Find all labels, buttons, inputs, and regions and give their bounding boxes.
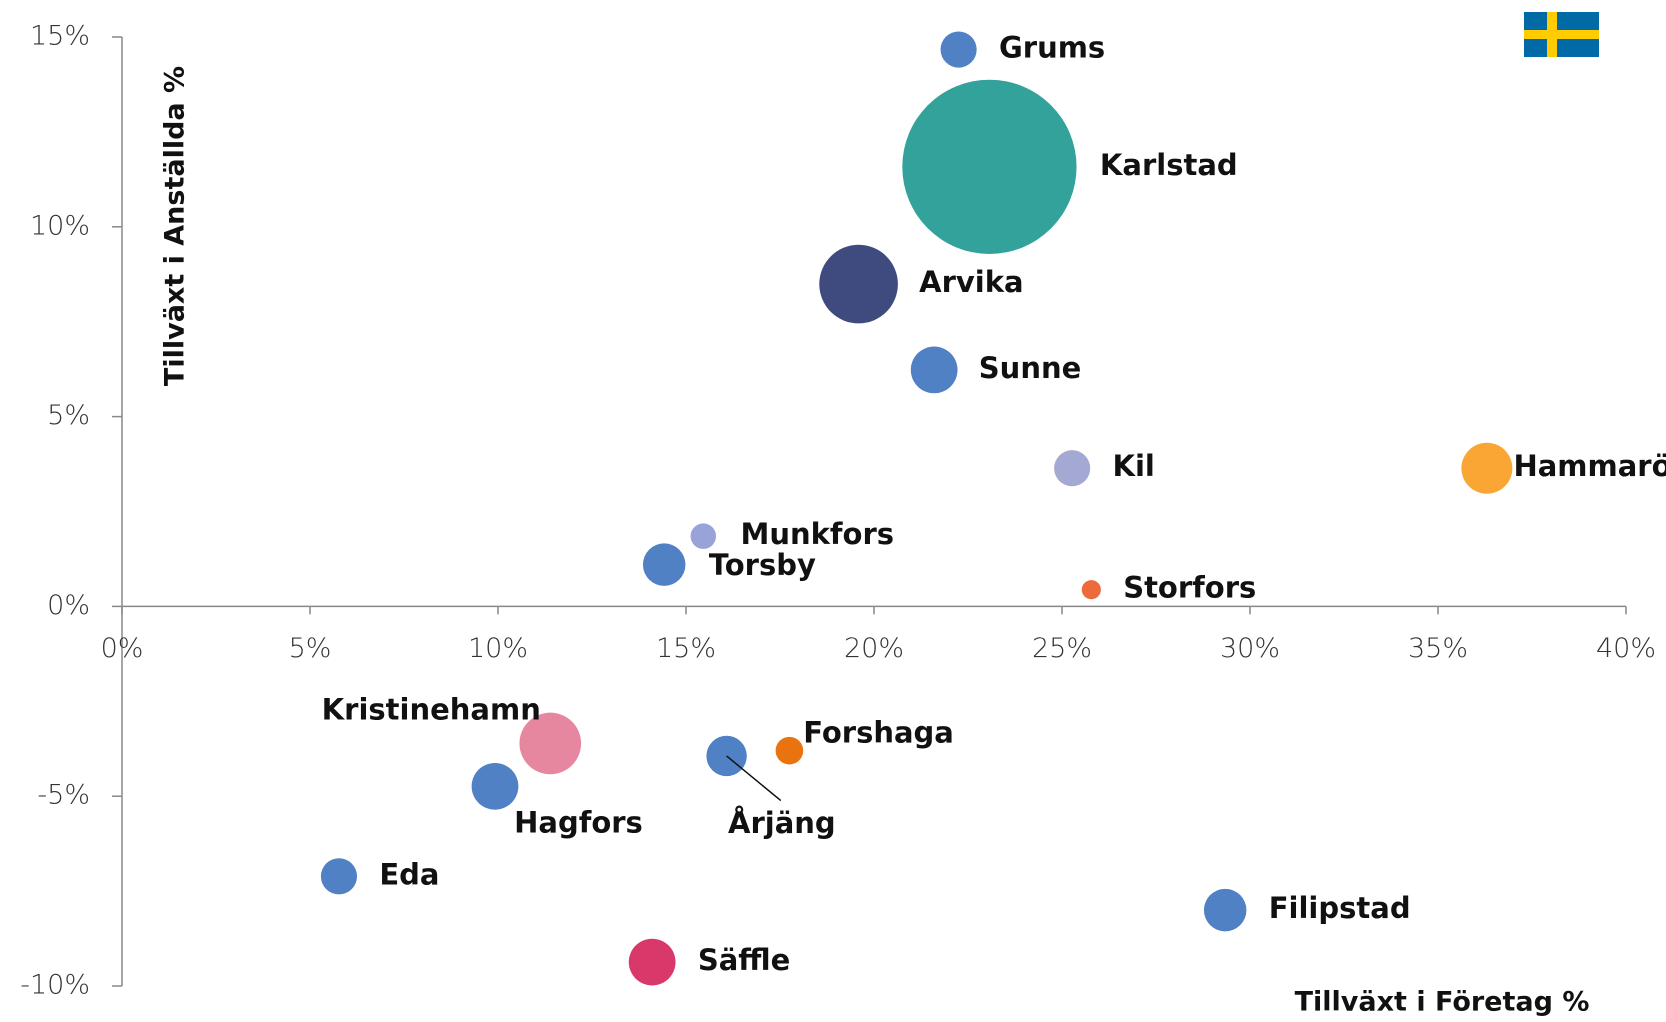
y-tick-label: 15%: [30, 21, 90, 52]
point-label: Hammarö: [1513, 449, 1666, 483]
bubble: [471, 762, 519, 810]
point-label: Kil: [1113, 449, 1155, 483]
point-label: Kristinehamn: [322, 693, 541, 727]
bubble: [1081, 580, 1101, 600]
point-label: Filipstad: [1269, 891, 1411, 925]
point-label: Forshaga: [803, 716, 954, 750]
y-tick-label: -5%: [37, 780, 90, 811]
bubble: [940, 31, 977, 68]
flag: [1524, 12, 1599, 57]
point-label: Torsby: [709, 548, 816, 582]
bubble: [690, 523, 717, 549]
point-label: Munkfors: [740, 517, 894, 551]
bubble: [320, 858, 358, 895]
bubble: [775, 736, 804, 765]
y-tick-label: 5%: [47, 400, 90, 431]
y-tick-label: -10%: [20, 970, 90, 1001]
x-tick-label: 0%: [101, 633, 144, 664]
x-tick-label: 5%: [289, 633, 332, 664]
point-label: Årjäng: [728, 806, 836, 840]
bubble: [642, 543, 686, 586]
point-label: Hagfors: [514, 806, 643, 840]
bubble: [1054, 450, 1091, 487]
point-label: Storfors: [1123, 571, 1256, 605]
x-axis-label: Tillväxt i Företag %: [1295, 987, 1590, 1018]
point-label: Säffle: [698, 943, 791, 977]
point-label: Eda: [379, 857, 439, 891]
point-label: Grums: [999, 31, 1105, 65]
x-tick-label: 35%: [1408, 633, 1468, 664]
bubble: [628, 938, 676, 986]
x-tick-label: 10%: [468, 633, 528, 664]
bubble: [902, 79, 1077, 254]
point-label: Karlstad: [1100, 148, 1238, 182]
bubble: [910, 346, 958, 394]
x-tick-label: 40%: [1596, 633, 1656, 664]
point-label: Sunne: [979, 351, 1081, 385]
leader-line: [726, 755, 782, 802]
x-tick-label: 15%: [656, 633, 716, 664]
x-tick-label: 25%: [1032, 633, 1092, 664]
point-label: Arvika: [919, 265, 1023, 299]
y-tick-label: 0%: [47, 590, 90, 621]
bubble: [1203, 888, 1247, 932]
y-tick-label: 10%: [30, 210, 90, 241]
bubble: [819, 244, 898, 324]
bubble: [519, 712, 582, 775]
y-axis-label: Tillväxt i Anställda %: [160, 66, 191, 386]
bubble: [1461, 442, 1513, 494]
x-tick-label: 30%: [1220, 633, 1280, 664]
x-tick-label: 20%: [844, 633, 904, 664]
